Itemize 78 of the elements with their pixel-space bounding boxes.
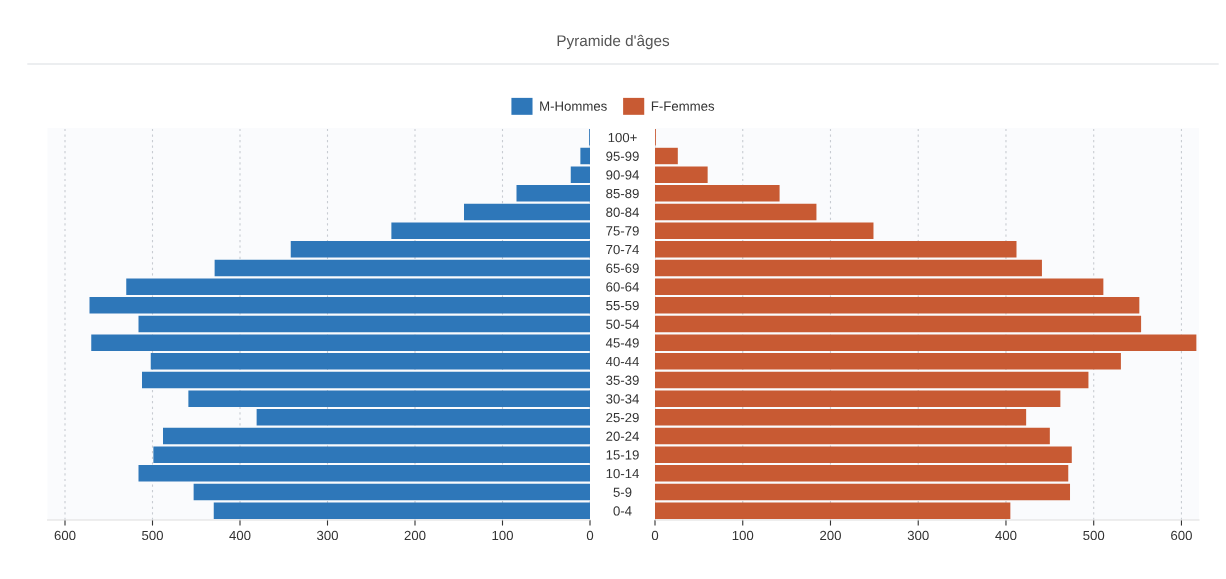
bar	[655, 465, 1069, 482]
bar	[655, 390, 1061, 407]
bar	[655, 278, 1104, 295]
bar	[193, 483, 590, 501]
bar	[153, 446, 590, 463]
bar	[91, 334, 590, 351]
bar	[655, 502, 1011, 519]
y-tick-label: 45-49	[605, 338, 639, 348]
bar	[655, 241, 1017, 258]
bar	[655, 334, 1197, 351]
y-tick-label: 55-59	[606, 300, 639, 311]
x-tick-label: 300	[317, 530, 338, 541]
x-tick-label: 400	[995, 530, 1017, 541]
y-tick-label: 25-29	[606, 412, 639, 423]
bar	[655, 203, 817, 221]
bar	[655, 371, 1089, 389]
bar	[516, 185, 590, 202]
bar	[213, 502, 590, 519]
x-tick-label: 600	[1171, 530, 1192, 541]
y-tick-label: 5-9	[613, 487, 632, 497]
y-tick-label: 100+	[608, 132, 637, 143]
bar	[126, 278, 590, 295]
bar	[655, 147, 678, 165]
x-tick-label: 600	[54, 530, 76, 541]
legend-label: M-Hommes	[540, 101, 607, 111]
x-tick-label: 500	[1083, 530, 1105, 541]
y-tick-label: 60-64	[606, 282, 639, 292]
bar	[655, 259, 1042, 277]
bar	[580, 147, 590, 165]
y-tick-label: 65-69	[606, 263, 639, 273]
bar	[655, 353, 1121, 370]
x-tick-label: 100	[492, 530, 513, 541]
bar	[655, 166, 708, 183]
x-tick-label: 100	[732, 530, 754, 541]
bar	[163, 427, 590, 445]
y-tick-label: 40-44	[605, 356, 639, 367]
y-tick-label: 20-24	[606, 431, 639, 441]
x-tick-label: 200	[820, 530, 841, 541]
bar	[142, 371, 590, 389]
y-tick-label: 70-74	[606, 244, 639, 255]
y-tick-label: 75-79	[606, 226, 639, 236]
y-tick-label: 0-4	[613, 506, 632, 516]
bar	[655, 409, 1027, 426]
bar	[256, 409, 590, 426]
bar	[655, 483, 1071, 501]
bar	[655, 297, 1140, 314]
bar	[655, 185, 780, 202]
y-tick-label: 85-89	[606, 188, 639, 199]
bar	[138, 465, 590, 482]
chart-title: Pyramide d'âges	[557, 34, 670, 50]
y-tick-label: 30-34	[606, 394, 639, 404]
bar	[150, 353, 590, 370]
x-tick-label: 500	[142, 530, 163, 541]
x-tick-label: 300	[907, 530, 929, 541]
bar	[290, 241, 590, 258]
x-tick-label: 200	[404, 530, 426, 541]
y-tick-label: 50-54	[606, 319, 639, 329]
y-tick-label: 80-84	[606, 207, 639, 217]
bar	[188, 390, 590, 407]
y-tick-label: 90-94	[606, 170, 639, 180]
bar	[570, 166, 590, 183]
bar	[89, 297, 590, 314]
x-tick-label: 400	[229, 530, 251, 541]
y-tick-label: 15-19	[606, 450, 639, 460]
bar	[655, 427, 1050, 445]
bar	[214, 259, 590, 277]
y-tick-label: 35-39	[606, 375, 639, 385]
bar	[391, 222, 590, 239]
x-tick-label: 0	[651, 530, 659, 541]
y-tick-label: 10-14	[606, 468, 639, 479]
bar	[655, 222, 874, 239]
bar	[138, 315, 590, 333]
bar	[464, 203, 590, 221]
bar	[655, 315, 1142, 333]
x-tick-label: 0	[586, 530, 594, 541]
bar	[655, 446, 1072, 463]
legend-label: F-Femmes	[651, 101, 715, 111]
y-tick-label: 95-99	[606, 151, 639, 161]
